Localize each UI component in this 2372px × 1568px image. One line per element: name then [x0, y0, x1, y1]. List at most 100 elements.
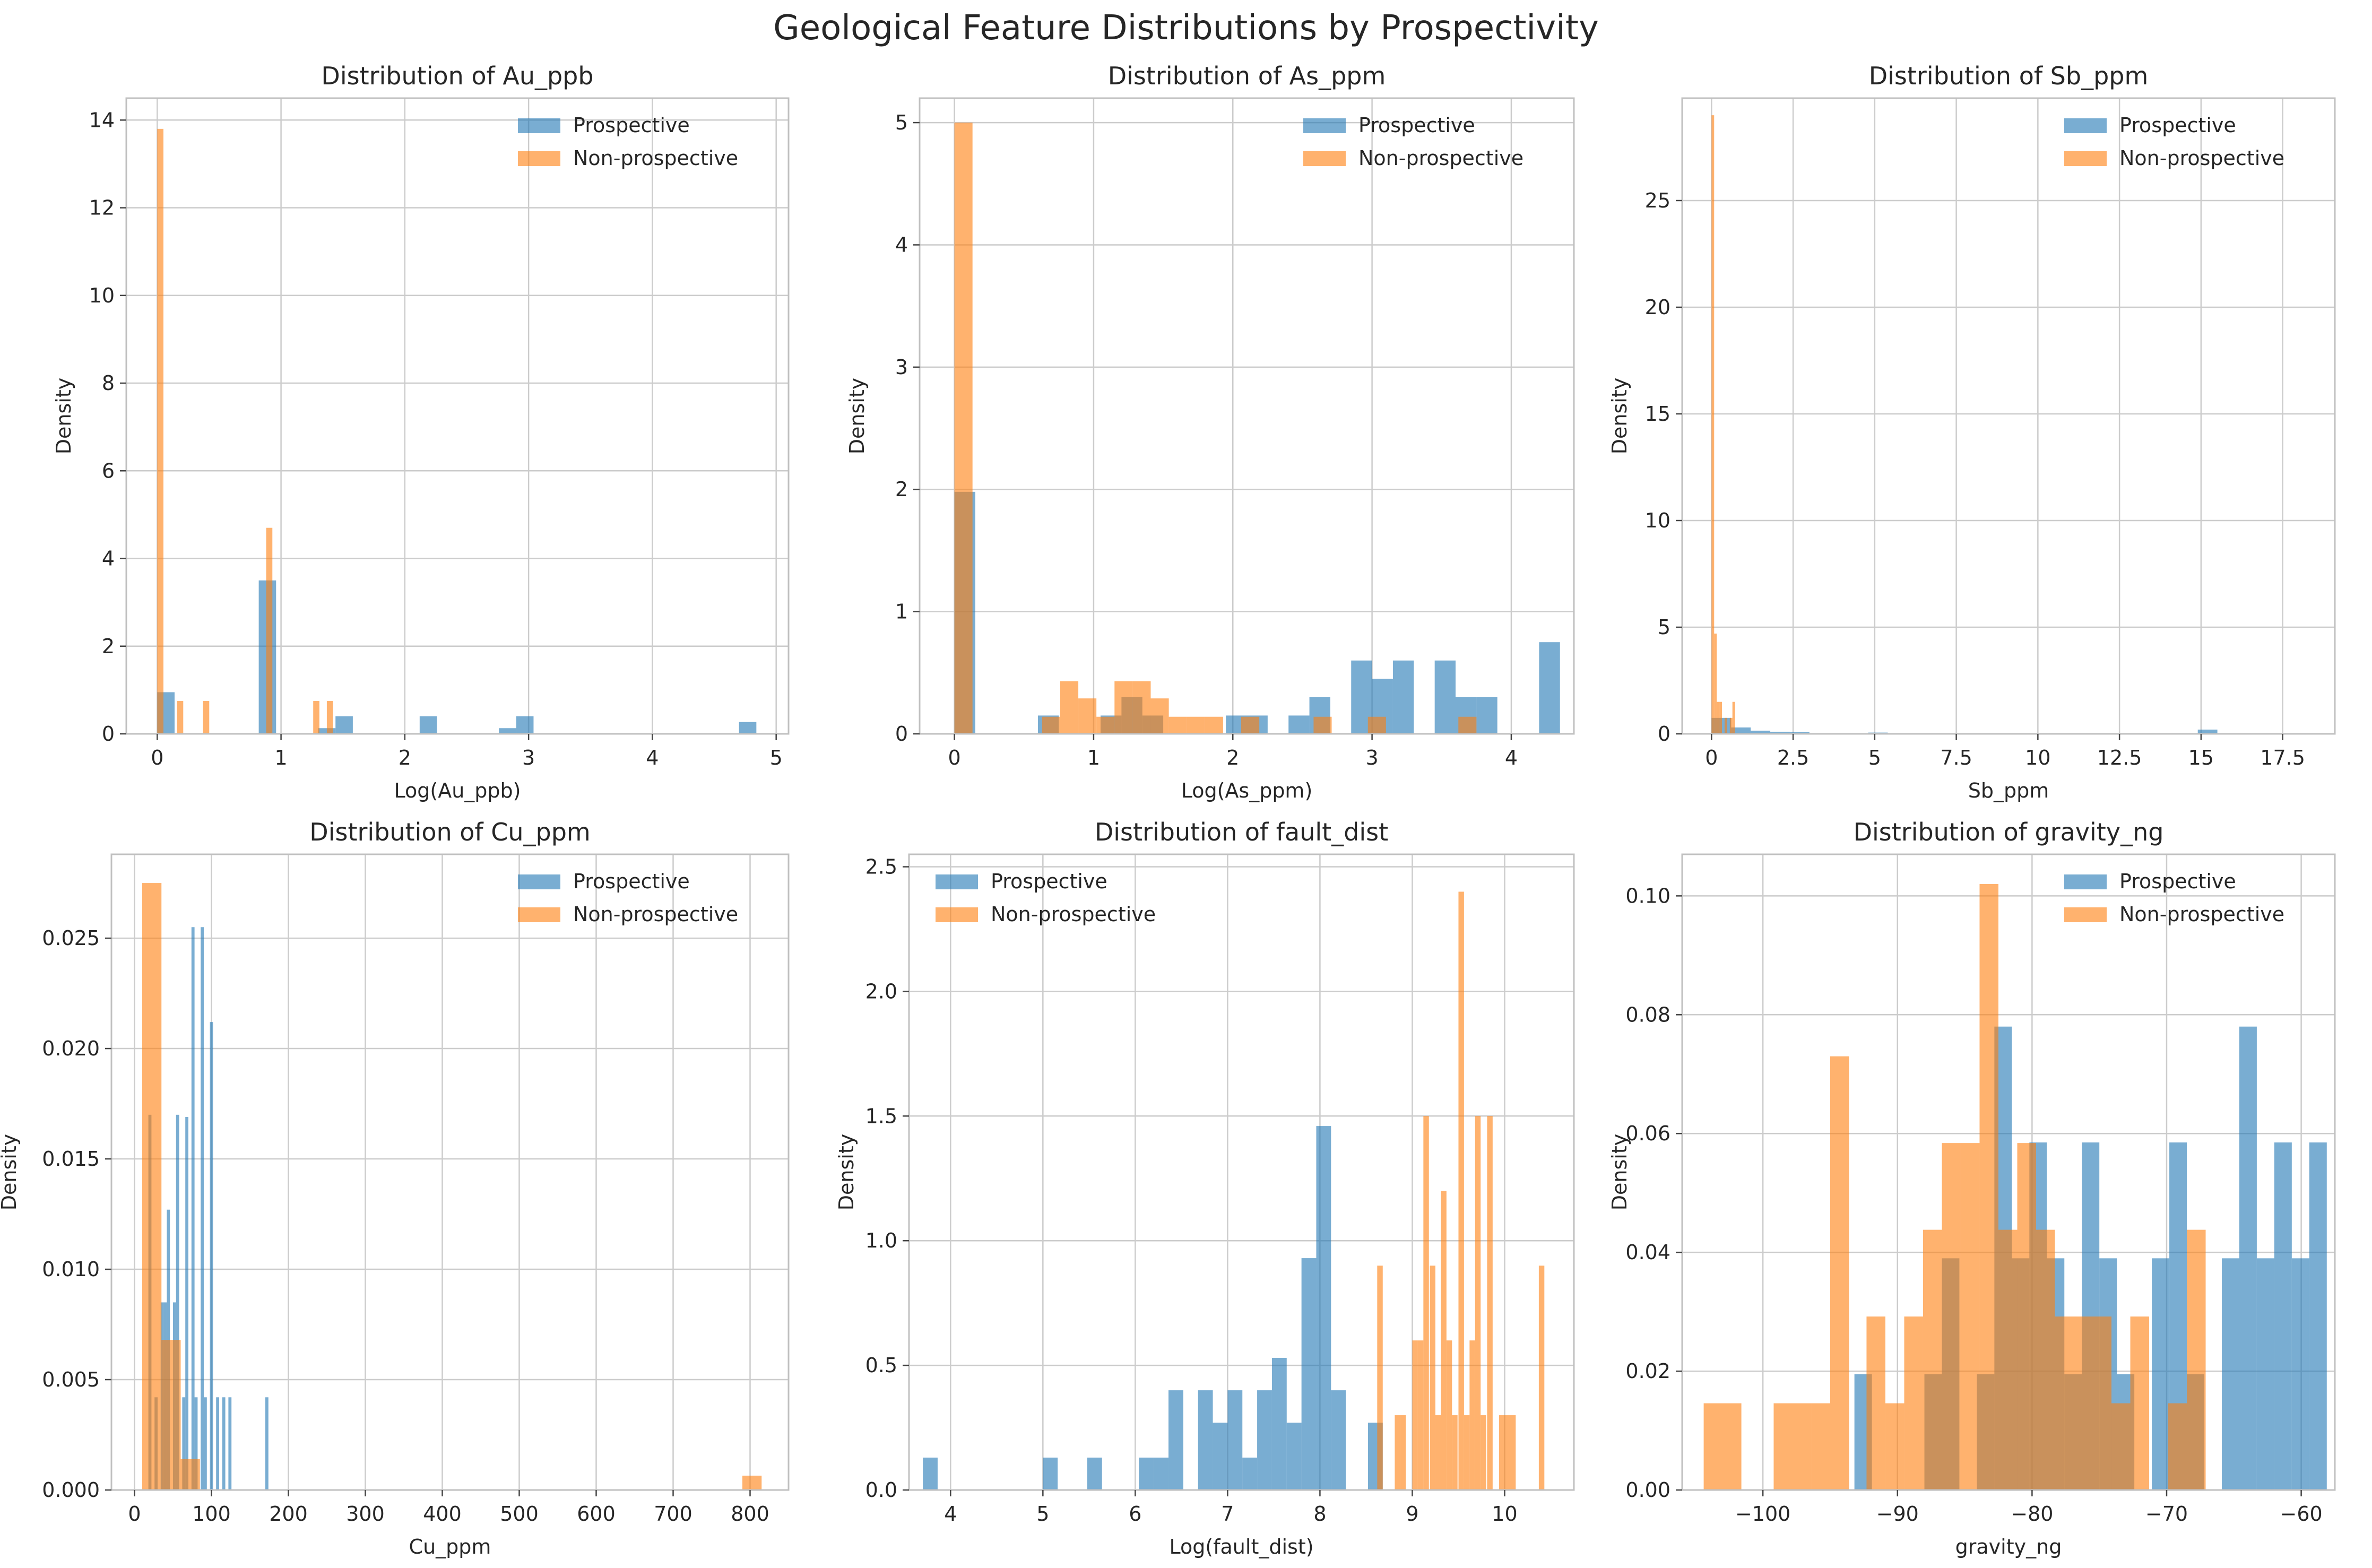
y-tick-label: 2.5 [865, 855, 897, 878]
x-tick-label: 3 [522, 746, 535, 769]
axes-frame [110, 853, 790, 1491]
bar-non-prospective [2111, 1403, 2131, 1490]
legend-swatch-non-prospective [2064, 151, 2107, 166]
subplot-title: Distribution of fault_dist [1095, 818, 1388, 846]
x-tick-label: −70 [2145, 1502, 2188, 1526]
bar-non-prospective [2130, 1316, 2150, 1490]
subplot-title: Distribution of Cu_ppm [309, 818, 590, 846]
bar-non-prospective [2036, 1229, 2055, 1490]
y-axis-label: Density [1608, 1134, 1631, 1210]
y-tick-label: 2 [102, 635, 115, 658]
bar-non-prospective [1904, 1316, 1923, 1490]
bar-non-prospective [1885, 1403, 1904, 1490]
x-axis-label: Log(Au_ppb) [394, 779, 521, 802]
y-tick-label: 4 [102, 547, 115, 570]
subplot-5: 4 5 6 7 8 9 10 0.0 0.5 1.0 1.5 2.0 2.5 Distribution o… [835, 818, 1575, 1558]
bar-non-prospective [1719, 701, 1722, 734]
y-tick-label: 15 [1645, 402, 1670, 426]
y-tick-label: 2 [895, 478, 908, 501]
legend-swatch-non-prospective [518, 907, 560, 922]
bar-prospective [1087, 1457, 1102, 1490]
bar-non-prospective [1866, 1316, 1885, 1490]
bar-non-prospective [1458, 716, 1477, 734]
bar-prospective [1731, 727, 1751, 734]
subplot-title: Distribution of Sb_ppm [1869, 62, 2149, 90]
bar-prospective [216, 1397, 219, 1490]
bar-prospective [335, 716, 353, 734]
y-tick-label: 0.025 [42, 926, 100, 950]
bar-prospective [2309, 1142, 2327, 1490]
bar-prospective [1139, 1457, 1154, 1490]
bar-non-prospective [1469, 1340, 1475, 1490]
y-tick-label: 6 [102, 459, 115, 482]
x-tick-label: 0 [948, 746, 960, 769]
bar-prospective [1476, 697, 1497, 734]
bar-non-prospective [1724, 717, 1727, 734]
bar-prospective [1789, 732, 1810, 734]
bar-non-prospective [1205, 716, 1223, 734]
bar-prospective [228, 1397, 232, 1490]
x-tick-label: 500 [500, 1502, 539, 1526]
subplot-4: 0 100 200 300 400 500 600 700 800 0.000 0.005 0.010… [0, 818, 790, 1558]
y-axis-label: Density [0, 1134, 21, 1210]
axes-frame [919, 97, 1575, 735]
legend-label: Prospective [573, 114, 690, 137]
legend-label: Non-prospective [2119, 146, 2284, 170]
y-tick-label: 5 [895, 111, 908, 134]
x-tick-label: 5 [1868, 746, 1881, 769]
bar-non-prospective [1150, 698, 1169, 734]
axes-frame [908, 853, 1575, 1491]
bar-prospective [185, 1117, 188, 1490]
bar-prospective [1288, 715, 1310, 734]
x-tick-label: −80 [2011, 1502, 2053, 1526]
bar-prospective [516, 716, 534, 734]
bar-non-prospective [1452, 1415, 1458, 1490]
bar-non-prospective [266, 527, 273, 734]
x-tick-label: 700 [654, 1502, 692, 1526]
bar-prospective [1271, 1358, 1287, 1490]
bar-non-prospective [313, 701, 319, 734]
bar-non-prospective [1168, 716, 1187, 734]
bar-non-prospective [1132, 681, 1151, 734]
bar-non-prospective [1475, 1116, 1481, 1490]
x-tick-label: −100 [1735, 1502, 1790, 1526]
x-tick-label: 2.5 [1777, 746, 1809, 769]
y-tick-label: 0.10 [1625, 884, 1670, 907]
bar-prospective [923, 1457, 938, 1490]
legend-swatch-non-prospective [2064, 907, 2107, 922]
axes-frame [1681, 853, 2336, 1491]
bar-prospective [1286, 1423, 1302, 1490]
legend-label: Non-prospective [2119, 903, 2284, 926]
x-tick-label: 2 [1226, 746, 1239, 769]
bar-prospective [2152, 1258, 2170, 1490]
bar-prospective [222, 1397, 226, 1490]
bar-prospective [176, 1114, 179, 1490]
legend-swatch-non-prospective [518, 151, 560, 166]
bar-non-prospective [1377, 1266, 1383, 1490]
y-tick-label: 0.0 [865, 1478, 897, 1502]
bar-non-prospective [177, 701, 184, 734]
bar-non-prospective [2074, 1316, 2093, 1490]
bar-non-prospective [1441, 1191, 1447, 1490]
bar-prospective [182, 1397, 186, 1490]
x-tick-label: 0 [128, 1502, 141, 1526]
bar-non-prospective [1499, 1415, 1505, 1490]
subplot-6: −100 −90 −80 −70 −60 0.00 0.02 0.04 0.06 0.08 0.10… [1608, 818, 2336, 1558]
bar-prospective [1154, 1457, 1169, 1490]
y-tick-label: 14 [89, 108, 115, 132]
bar-prospective [194, 1397, 198, 1490]
x-tick-label: 5 [1036, 1502, 1049, 1526]
bar-non-prospective [1732, 701, 1735, 734]
bar-non-prospective [2092, 1316, 2112, 1490]
legend-label: Prospective [1358, 114, 1475, 137]
axes-frame [1681, 97, 2336, 735]
legend-swatch-non-prospective [1303, 151, 1346, 166]
legend-label: Non-prospective [991, 903, 1156, 926]
x-tick-label: 6 [1129, 1502, 1141, 1526]
bar-prospective [2274, 1142, 2292, 1490]
bar-non-prospective [1423, 1116, 1429, 1490]
bar-prospective [1392, 660, 1414, 734]
y-axis-label: Density [1608, 378, 1631, 454]
